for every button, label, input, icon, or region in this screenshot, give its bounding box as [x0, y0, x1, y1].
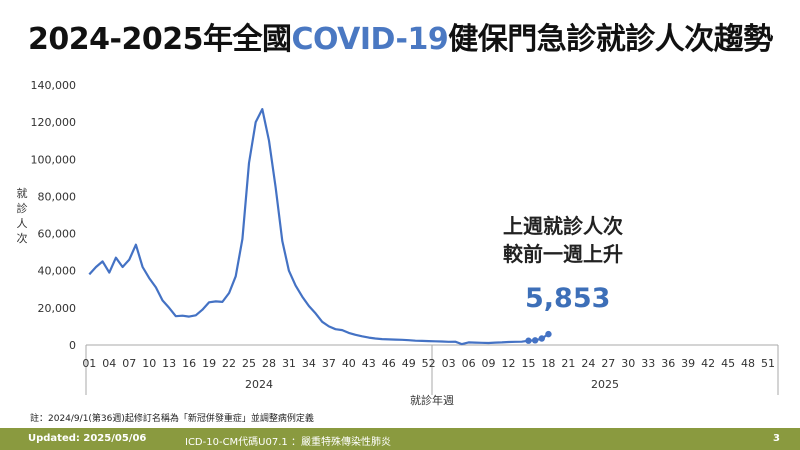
x-tick-label: 01 — [82, 357, 96, 370]
y-tick-label: 40,000 — [38, 265, 77, 278]
x-tick-label: 03 — [442, 357, 456, 370]
updated-date: Updated: 2025/05/06 — [28, 433, 147, 444]
x-tick-label: 21 — [561, 357, 575, 370]
footer-bar: Updated: 2025/05/06 ICD-10-CM代碼U07.1 ：嚴重… — [0, 428, 800, 450]
icd-code-note: ICD-10-CM代碼U07.1 ：嚴重特殊傳染性肺炎 — [185, 437, 391, 448]
callout-line-1: 上週就診人次 — [503, 214, 623, 238]
y-axis-label-char: 人 — [17, 217, 28, 230]
callout-text: 上週就診人次 較前一週上升 — [503, 212, 623, 268]
y-tick-label: 20,000 — [38, 302, 77, 315]
x-tick-label: 13 — [162, 357, 176, 370]
x-tick-label: 48 — [741, 357, 755, 370]
year-label: 2024 — [245, 378, 273, 391]
y-axis-label-char: 就 — [17, 186, 28, 200]
x-tick-label: 39 — [681, 357, 695, 370]
y-tick-label: 120,000 — [31, 116, 77, 129]
x-tick-label: 24 — [581, 357, 595, 370]
x-tick-label: 04 — [102, 357, 116, 370]
x-tick-label: 33 — [641, 357, 655, 370]
series-line — [88, 108, 550, 346]
x-tick-label: 34 — [302, 357, 316, 370]
x-tick-label: 10 — [142, 357, 156, 370]
x-tick-label: 40 — [342, 357, 356, 370]
y-tick-label: 60,000 — [38, 228, 77, 241]
page-title: 2024-2025年全國COVID-19健保門急診就診人次趨勢 — [28, 14, 773, 58]
x-tick-label: 45 — [721, 357, 735, 370]
y-tick-label: 80,000 — [38, 190, 77, 203]
x-tick-label: 16 — [182, 357, 196, 370]
x-tick-label: 06 — [462, 357, 476, 370]
x-tick-label: 22 — [222, 357, 236, 370]
footnote: 註：2024/9/1(第36週)起修訂名稱為「新冠併發重症」並調整病例定義 — [30, 414, 314, 424]
x-tick-label: 43 — [362, 357, 376, 370]
x-tick-label: 46 — [382, 357, 396, 370]
x-tick-label: 49 — [402, 357, 416, 370]
year-label: 2025 — [591, 378, 619, 391]
x-tick-label: 12 — [502, 357, 516, 370]
x-tick-label: 15 — [521, 357, 535, 370]
x-axis-label: 就診年週 — [410, 393, 454, 407]
x-tick-label: 51 — [761, 357, 775, 370]
x-tick-label: 31 — [282, 357, 296, 370]
data-point-marker — [545, 330, 552, 338]
x-tick-label: 30 — [621, 357, 635, 370]
title-prefix: 2024-2025年全國 — [28, 22, 292, 57]
x-tick-label: 28 — [262, 357, 276, 370]
page-number: 3 — [773, 433, 780, 444]
y-tick-label: 140,000 — [31, 79, 77, 92]
x-tick-label: 36 — [661, 357, 675, 370]
latest-value: 5,853 — [525, 283, 611, 314]
x-tick-label: 42 — [701, 357, 715, 370]
data-point-marker — [531, 337, 539, 344]
data-point-marker — [538, 335, 545, 342]
data-point-marker — [525, 337, 532, 344]
line-chart: 0 20,000 40,000 60,000 80,000 100,000 120,000 1… — [17, 79, 779, 407]
x-tick-label: 07 — [122, 357, 136, 370]
y-tick-label: 0 — [69, 339, 76, 352]
x-tick-label: 37 — [322, 357, 336, 370]
title-suffix: 健保門急診就診人次趨勢 — [448, 22, 773, 57]
y-axis-label-char: 次 — [17, 231, 28, 245]
x-tick-label: 19 — [202, 357, 216, 370]
y-axis-label-char: 診 — [17, 201, 28, 215]
x-tick-label: 52 — [422, 357, 436, 370]
title-highlight: COVID-19 — [291, 22, 449, 57]
x-tick-label: 25 — [242, 357, 256, 370]
y-tick-label: 100,000 — [31, 153, 77, 166]
x-tick-label: 18 — [541, 357, 555, 370]
x-tick-label: 09 — [482, 357, 496, 370]
callout-line-2: 較前一週上升 — [503, 242, 623, 266]
x-tick-label: 27 — [601, 357, 615, 370]
